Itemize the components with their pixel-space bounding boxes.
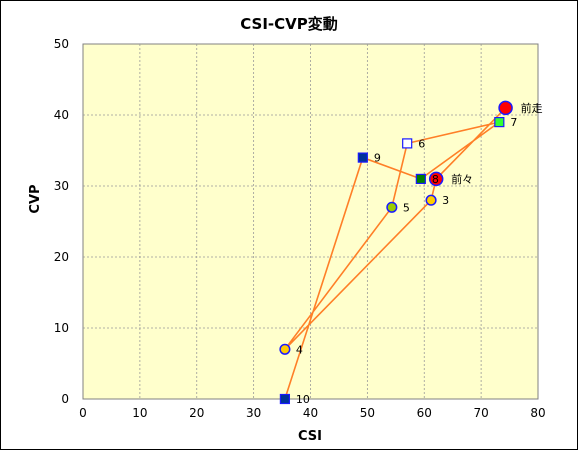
data-point-marker (428, 171, 444, 187)
data-point-marker (498, 100, 513, 116)
data-point-marker (357, 152, 368, 163)
data-point-label: 6 (418, 137, 425, 150)
y-axis-label: CVP (28, 184, 43, 213)
data-point-label: 9 (374, 152, 381, 165)
y-tick-label: 0 (61, 392, 69, 406)
x-tick-label: 60 (417, 406, 432, 420)
data-point-marker (279, 393, 291, 405)
data-point-marker (279, 343, 291, 355)
x-tick-label: 50 (360, 406, 375, 420)
data-point-marker (386, 201, 398, 213)
x-tick-label: 20 (189, 406, 204, 420)
data-point-marker (494, 116, 505, 128)
data-point-label: 8 (432, 173, 439, 186)
data-point-label: 10 (296, 393, 310, 406)
grid-lines (83, 44, 538, 399)
x-axis-label: CSI (298, 429, 322, 444)
data-point-label: 前走 (521, 101, 543, 115)
x-tick-label: 40 (303, 406, 318, 420)
series-polyline (284, 107, 507, 400)
x-tick-label: 0 (79, 406, 87, 420)
data-point-label: 3 (442, 194, 449, 207)
data-point-marker (425, 194, 437, 206)
y-tick-label: 10 (54, 321, 69, 335)
data-markers (279, 100, 513, 405)
y-tick-label: 30 (54, 179, 69, 193)
data-point-label: 7 (510, 116, 517, 129)
x-tick-label: 30 (246, 406, 261, 420)
x-axis-ticks: 0 10 20 30 40 50 60 70 80 (79, 406, 545, 420)
data-labels: 10 9 8 7 6 5 4 3前々 前走 (296, 101, 543, 406)
y-axis-ticks: 0 10 20 30 40 50 (54, 37, 69, 406)
data-point-marker (415, 173, 426, 184)
x-tick-label: 70 (473, 406, 488, 420)
data-point-marker (402, 138, 413, 149)
y-tick-label: 50 (54, 37, 69, 51)
series-line (284, 107, 507, 400)
chart-title: CSI-CVP変動 (240, 15, 338, 33)
x-tick-label: 10 (132, 406, 147, 420)
y-tick-label: 40 (54, 108, 69, 122)
data-point-label: 5 (403, 201, 410, 214)
y-tick-label: 20 (54, 250, 69, 264)
x-tick-label: 80 (530, 406, 545, 420)
data-point-label: 前々 (451, 172, 473, 186)
data-point-label: 4 (296, 343, 303, 356)
